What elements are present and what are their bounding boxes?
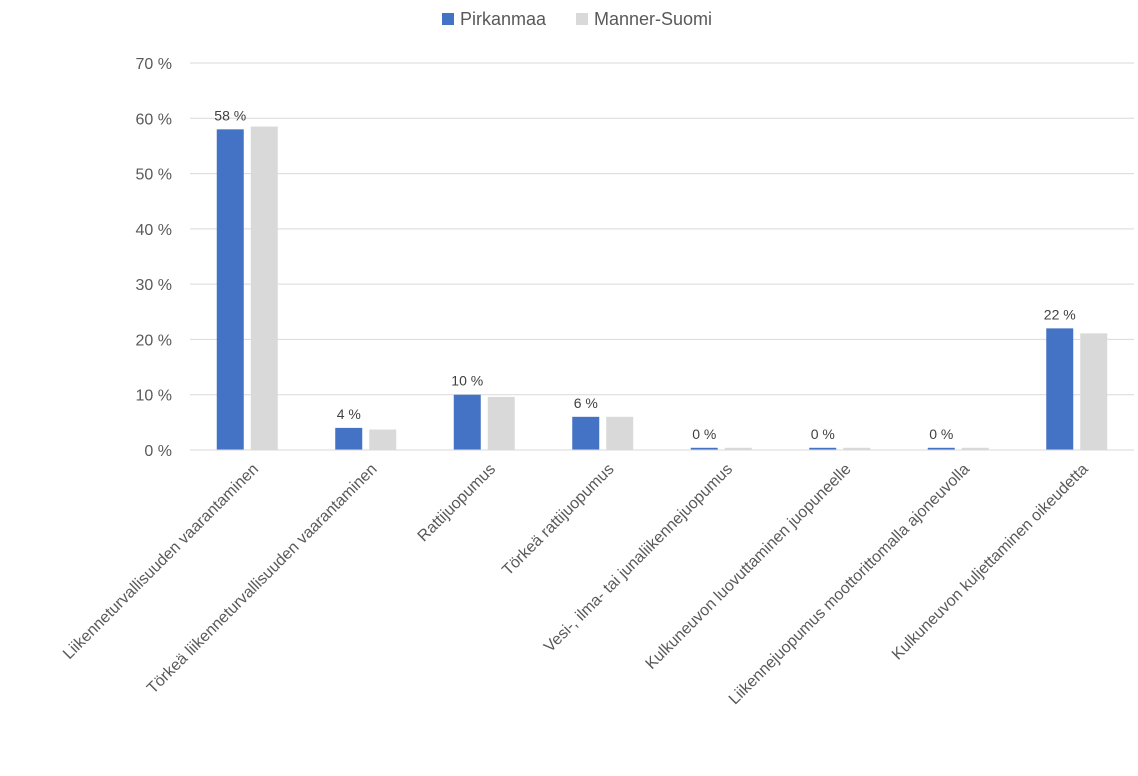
y-axis: 0 % 10 % 20 % 30 % 40 % 50 % 60 % 70 % — [136, 56, 172, 460]
legend-label: Manner-Suomi — [594, 9, 712, 29]
y-tick-label: 10 % — [136, 388, 172, 405]
bars — [216, 126, 1108, 451]
data-label: 6 % — [574, 395, 598, 411]
y-tick-label: 70 % — [136, 56, 172, 73]
x-axis: Liikenneturvallisuuden vaarantaminenTörk… — [60, 449, 1134, 708]
bar-manner-suomi — [961, 447, 989, 450]
y-tick-label: 0 % — [144, 443, 172, 460]
data-label: 0 % — [811, 426, 835, 442]
bar-pirkanmaa — [927, 447, 955, 450]
bar-manner-suomi — [369, 429, 397, 450]
bar-manner-suomi — [1080, 333, 1108, 450]
category-label: Törkeä liikenneturvallisuuden vaarantami… — [144, 461, 381, 698]
y-tick-label: 40 % — [136, 222, 172, 239]
data-labels: 58 % 4 % 10 % 6 % 0 % 0 % 0 % 22 % — [214, 107, 1075, 441]
bar-manner-suomi — [250, 126, 278, 450]
bar-pirkanmaa — [453, 394, 481, 450]
y-tick-label: 20 % — [136, 332, 172, 349]
bar-pirkanmaa — [216, 129, 244, 451]
data-label: 10 % — [451, 373, 483, 389]
data-label: 22 % — [1044, 306, 1076, 322]
data-label: 0 % — [692, 426, 716, 442]
bar-pirkanmaa — [1046, 328, 1074, 450]
y-tick-label: 30 % — [136, 277, 172, 294]
category-label: Kulkuneuvon luovuttaminen juopuneelle — [643, 461, 855, 673]
bar-pirkanmaa — [809, 447, 837, 450]
category-label: Törkeä rattijuopumus — [499, 461, 617, 579]
data-label: 4 % — [337, 406, 361, 422]
bar-manner-suomi — [724, 447, 752, 450]
legend: Pirkanmaa Manner-Suomi — [442, 9, 712, 29]
category-label: Liikennejuopumus moottorittomalla ajoneu… — [726, 461, 973, 708]
category-label: Liikenneturvallisuuden vaarantaminen — [60, 461, 262, 663]
legend-swatch — [576, 13, 588, 25]
legend-swatch — [442, 13, 454, 25]
legend-label: Pirkanmaa — [460, 9, 547, 29]
category-label: Rattijuopumus — [415, 461, 499, 545]
gridlines — [190, 62, 1134, 451]
bar-manner-suomi — [606, 416, 634, 450]
bar-manner-suomi — [487, 396, 515, 450]
bar-manner-suomi — [843, 447, 871, 450]
category-label: Kulkuneuvon kuljettaminen oikeudetta — [889, 461, 1092, 664]
bar-pirkanmaa — [690, 447, 718, 450]
bar-pirkanmaa — [572, 416, 600, 450]
category-label: Vesi-, ilma- tai junaliikennejuopumus — [541, 461, 736, 656]
bar-pirkanmaa — [335, 427, 363, 450]
y-tick-label: 50 % — [136, 167, 172, 184]
data-label: 58 % — [214, 107, 246, 123]
data-label: 0 % — [929, 426, 953, 442]
y-tick-label: 60 % — [136, 111, 172, 128]
